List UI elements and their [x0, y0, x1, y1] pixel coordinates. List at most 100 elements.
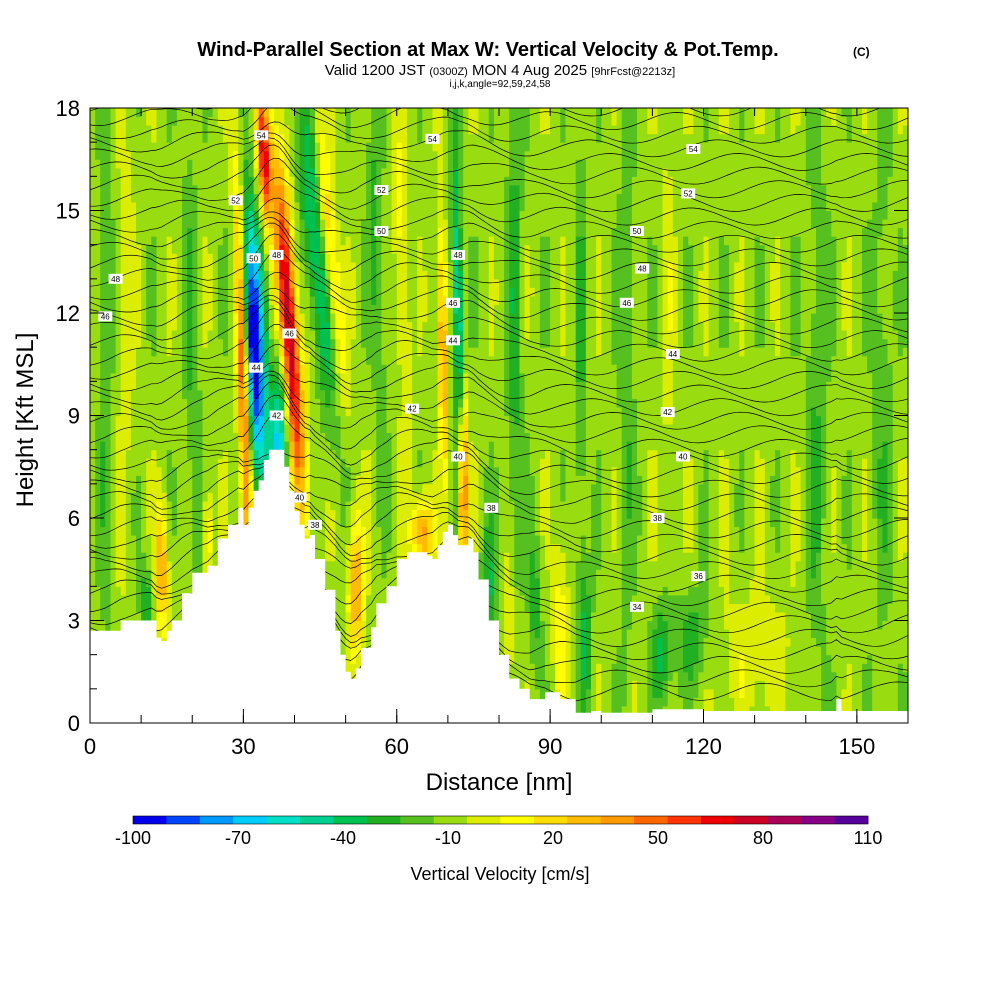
velocity-cell — [427, 227, 434, 237]
velocity-cell — [279, 159, 285, 169]
velocity-cell — [100, 193, 106, 203]
velocity-cell — [238, 330, 244, 340]
velocity-cell — [340, 167, 347, 177]
velocity-cell — [141, 526, 147, 536]
velocity-cell — [381, 543, 388, 553]
velocity-cell — [396, 184, 403, 194]
velocity-cell — [330, 492, 336, 502]
velocity-cell — [437, 244, 444, 254]
velocity-cell — [105, 466, 111, 476]
velocity-cell — [361, 261, 367, 271]
velocity-cell — [401, 449, 408, 459]
velocity-cell — [391, 176, 398, 186]
velocity-cell — [345, 236, 352, 246]
velocity-cell — [192, 304, 198, 314]
velocity-cell — [401, 313, 408, 323]
velocity-cell — [422, 210, 428, 220]
velocity-cell — [125, 150, 132, 160]
velocity-cell — [258, 176, 265, 186]
velocity-cell — [432, 304, 439, 314]
velocity-cell — [294, 184, 301, 194]
velocity-cell — [391, 526, 398, 536]
velocity-cell — [340, 398, 347, 408]
velocity-cell — [304, 261, 311, 271]
velocity-cell — [335, 184, 342, 194]
velocity-cell — [110, 594, 117, 604]
velocity-cell — [90, 355, 96, 365]
velocity-cell — [263, 347, 270, 357]
velocity-cell — [136, 159, 142, 169]
velocity-cell — [125, 449, 132, 459]
velocity-cell — [233, 116, 239, 126]
velocity-cell — [187, 569, 193, 579]
velocity-cell — [90, 116, 96, 126]
velocity-cell — [284, 407, 290, 417]
velocity-cell — [136, 236, 142, 246]
velocity-cell — [417, 193, 423, 203]
velocity-cell — [253, 330, 260, 340]
velocity-cell — [427, 150, 434, 160]
velocity-cell — [187, 125, 193, 135]
velocity-cell — [130, 338, 137, 348]
velocity-cell — [130, 355, 137, 365]
velocity-cell — [355, 603, 362, 613]
velocity-cell — [166, 116, 173, 126]
velocity-cell — [100, 125, 106, 135]
velocity-cell — [146, 116, 152, 126]
velocity-cell — [350, 295, 357, 305]
velocity-cell — [284, 133, 290, 143]
velocity-cell — [228, 270, 234, 280]
velocity-cell — [233, 270, 239, 280]
velocity-cell — [391, 483, 398, 493]
velocity-cell — [376, 116, 382, 126]
velocity-cell — [309, 270, 316, 280]
velocity-cell — [345, 509, 352, 519]
velocity-cell — [233, 253, 239, 263]
velocity-cell — [207, 133, 214, 143]
velocity-cell — [274, 389, 280, 399]
velocity-cell — [299, 287, 306, 297]
velocity-cell — [437, 236, 444, 246]
velocity-cell — [432, 219, 439, 229]
velocity-cell — [396, 304, 403, 314]
velocity-cell — [320, 261, 326, 271]
velocity-cell — [100, 167, 106, 177]
velocity-cell — [207, 424, 214, 434]
velocity-cell — [141, 253, 147, 263]
velocity-cell — [361, 364, 367, 374]
velocity-cell — [136, 424, 142, 434]
velocity-cell — [202, 407, 209, 417]
velocity-cell — [192, 210, 198, 220]
velocity-cell — [325, 398, 331, 408]
velocity-cell — [233, 142, 239, 152]
velocity-cell — [417, 253, 423, 263]
velocity-cell — [407, 441, 413, 451]
velocity-cell — [340, 372, 347, 382]
velocity-cell — [228, 441, 234, 451]
velocity-cell — [130, 261, 137, 271]
velocity-cell — [110, 125, 117, 135]
velocity-cell — [228, 364, 234, 374]
velocity-cell — [222, 381, 229, 391]
velocity-cell — [258, 253, 265, 263]
velocity-cell — [427, 526, 434, 536]
velocity-cell — [156, 424, 163, 434]
velocity-cell — [320, 381, 326, 391]
velocity-cell — [376, 125, 382, 135]
velocity-cell — [130, 236, 137, 246]
velocity-cell — [330, 330, 336, 340]
velocity-cell — [371, 176, 377, 186]
velocity-cell — [212, 202, 219, 212]
velocity-cell — [350, 500, 357, 510]
velocity-cell — [146, 321, 152, 331]
velocity-cell — [120, 202, 127, 212]
velocity-cell — [105, 552, 111, 562]
velocity-cell — [120, 577, 127, 587]
velocity-cell — [105, 603, 111, 613]
velocity-cell — [371, 364, 377, 374]
velocity-cell — [274, 133, 280, 143]
velocity-cell — [330, 535, 336, 545]
velocity-cell — [304, 210, 311, 220]
velocity-cell — [110, 176, 117, 186]
velocity-cell — [361, 381, 367, 391]
